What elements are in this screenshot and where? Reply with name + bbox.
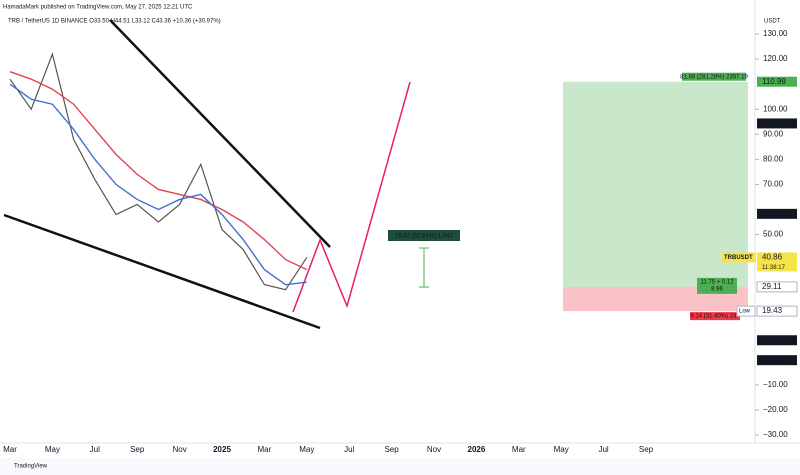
series-line (9, 71, 308, 271)
x-tick-label: Mar (512, 445, 526, 454)
x-tick-label: Sep (639, 445, 654, 454)
y-tick-label: 80.00 (763, 154, 784, 163)
symbol-line: TRB / TetherUS 1D BINANCE O33.50 H44.51 … (8, 19, 221, 25)
price-badge (757, 355, 797, 366)
y-tick-label: −20.00 (763, 405, 788, 414)
x-tick-label: 2025 (213, 445, 231, 454)
price-badge-label: 7.81 (762, 335, 778, 344)
y-tick-label: 70.00 (763, 180, 784, 189)
y-tick-label: 50.00 (763, 230, 784, 239)
stop-badge (690, 312, 740, 321)
price-badge-label: 94.34 (762, 119, 783, 128)
price-badge-label: 110.99 (762, 77, 786, 86)
price-badge (757, 76, 797, 87)
price-badge (756, 305, 798, 317)
price-badge-label: 58.25 (762, 209, 783, 218)
low-tag-label: Low (739, 309, 751, 315)
y-tick-label: 100.00 (763, 104, 788, 113)
x-tick-label: Sep (130, 445, 145, 454)
target-badge (682, 72, 746, 81)
price-badge-label: 29.11 (762, 282, 782, 291)
x-tick-label: May (299, 445, 314, 454)
x-tick-label: Jul (90, 445, 100, 454)
low-tag (736, 305, 756, 317)
measure-badge (388, 230, 460, 241)
price-badge-label: -0.14 (762, 355, 781, 364)
series-line (9, 52, 308, 291)
x-tick-label: 2026 (468, 445, 486, 454)
x-tick-label: Sep (384, 445, 399, 454)
price-badge (757, 208, 797, 219)
countdown: 11:38:17 (762, 265, 786, 271)
price-badge (757, 252, 797, 263)
price-badge (757, 335, 797, 346)
y-tick-label: −10.00 (763, 380, 788, 389)
brand: TradingView (14, 464, 48, 470)
symbol-tag (722, 252, 756, 263)
upper-trendline (109, 19, 331, 248)
entry-label: 11.75 + 0.12 (700, 279, 734, 285)
y-tick-label: 130.00 (763, 29, 788, 38)
y-tick-label: 120.00 (763, 54, 788, 63)
measure-label: 15.42 (52.84%) 1,542 (395, 234, 453, 240)
target-zone (563, 81, 748, 287)
projection-path (292, 81, 411, 313)
footer (0, 458, 800, 475)
entry-ratio: 8.96 (711, 286, 723, 292)
x-tick-label: Mar (3, 445, 17, 454)
series-line (9, 83, 307, 286)
x-tick-label: May (554, 445, 569, 454)
x-tick-label: May (45, 445, 60, 454)
price-badge (756, 281, 798, 293)
y-tick-label: 90.00 (763, 129, 784, 138)
x-tick-label: Jul (344, 445, 354, 454)
target-label: 81.88 (281.28%) 2357.19 (680, 74, 748, 80)
currency: USDT (764, 19, 781, 25)
y-tick-label: −30.00 (763, 430, 788, 439)
x-tick-label: Jul (598, 445, 608, 454)
stop-label: 9.14 (31.40%) 247 (690, 314, 740, 320)
x-tick-label: Nov (172, 445, 186, 454)
publisher: HamadaMark published on TradingView.com,… (3, 5, 193, 11)
price-badge (757, 118, 797, 129)
x-tick-label: Mar (258, 445, 272, 454)
price-badge-label: 40.86 (762, 253, 783, 262)
x-tick-label: Nov (427, 445, 441, 454)
lower-trendline (3, 213, 321, 330)
entry-badge (697, 277, 737, 294)
price-badge-label: 19.43 (762, 306, 783, 315)
symbol-tag-label: TRBUSDT (724, 255, 753, 261)
countdown-badge (757, 262, 797, 272)
